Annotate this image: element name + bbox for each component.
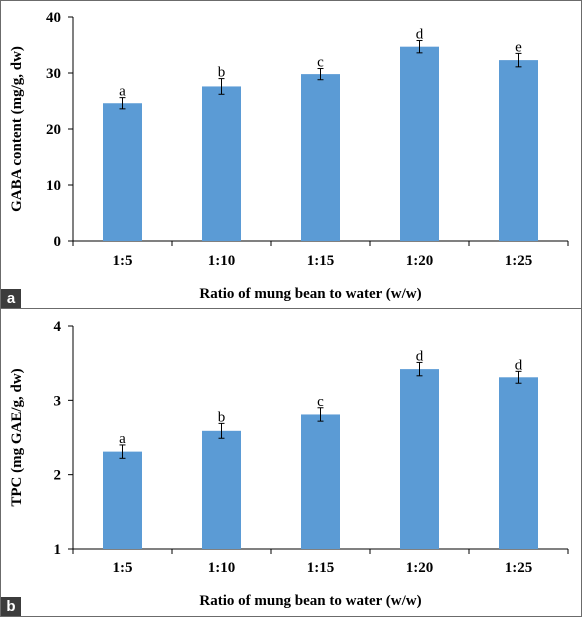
bar-1-15 (301, 74, 340, 242)
panel-label-b: b (1, 597, 21, 616)
y-tick-label: 0 (54, 234, 62, 250)
y-axis-title: GABA content (mg/g, dw) (9, 46, 25, 212)
bar-1-20 (400, 46, 439, 242)
bar-1-20 (400, 369, 439, 549)
x-axis-title: Ratio of mung bean to water (w/w) (199, 593, 421, 609)
significance-letter: d (515, 357, 523, 373)
significance-letter: b (218, 65, 226, 81)
bar-1-10 (202, 86, 241, 241)
x-tick-label: 1:20 (406, 560, 434, 576)
y-axis-title: TPC (mg GAE/g, dw) (9, 368, 25, 506)
significance-letter: a (119, 431, 126, 447)
y-tick-label: 3 (54, 393, 62, 409)
chart-b: 1 2 3 4 a 1:5 b 1:10 c 1:15 d 1:20 d 1:25 Ratio of mun… (9, 319, 569, 609)
x-tick-label: 1:25 (505, 560, 533, 576)
bar-1-5 (103, 451, 142, 549)
y-tick-label: 2 (54, 468, 62, 484)
x-tick-label: 1:10 (208, 560, 236, 576)
significance-letter: e (515, 39, 522, 55)
bar-1-5 (103, 103, 142, 242)
y-tick-label: 4 (54, 319, 62, 335)
x-tick-label: 1:20 (406, 253, 434, 269)
significance-letter: d (416, 27, 424, 43)
y-tick-label: 30 (46, 66, 61, 82)
x-tick-label: 1:15 (307, 253, 335, 269)
x-tick-label: 1:5 (113, 253, 133, 269)
bar-1-10 (202, 430, 241, 549)
panel-label-a: a (1, 289, 21, 308)
y-tick-label: 40 (46, 10, 61, 26)
significance-letter: d (416, 348, 424, 364)
panel-divider (1, 308, 581, 309)
chart-a: 0 10 20 30 40 a 1:5 b 1:10 c 1:15 d 1:20 e 1:25 Ratio o… (9, 10, 569, 302)
bar-1-25 (499, 377, 538, 549)
x-tick-label: 1:25 (505, 253, 533, 269)
x-axis-title: Ratio of mung bean to water (w/w) (199, 286, 421, 302)
significance-letter: a (119, 84, 126, 100)
significance-letter: b (218, 409, 226, 425)
y-tick-label: 20 (46, 122, 61, 138)
x-tick-label: 1:15 (307, 560, 335, 576)
y-tick-label: 1 (54, 542, 62, 558)
bar-1-15 (301, 414, 340, 549)
x-tick-label: 1:10 (208, 253, 236, 269)
x-tick-label: 1:5 (113, 560, 133, 576)
significance-letter: c (317, 394, 324, 410)
bar-1-25 (499, 60, 538, 242)
y-tick-label: 10 (46, 178, 61, 194)
significance-letter: c (317, 55, 324, 71)
